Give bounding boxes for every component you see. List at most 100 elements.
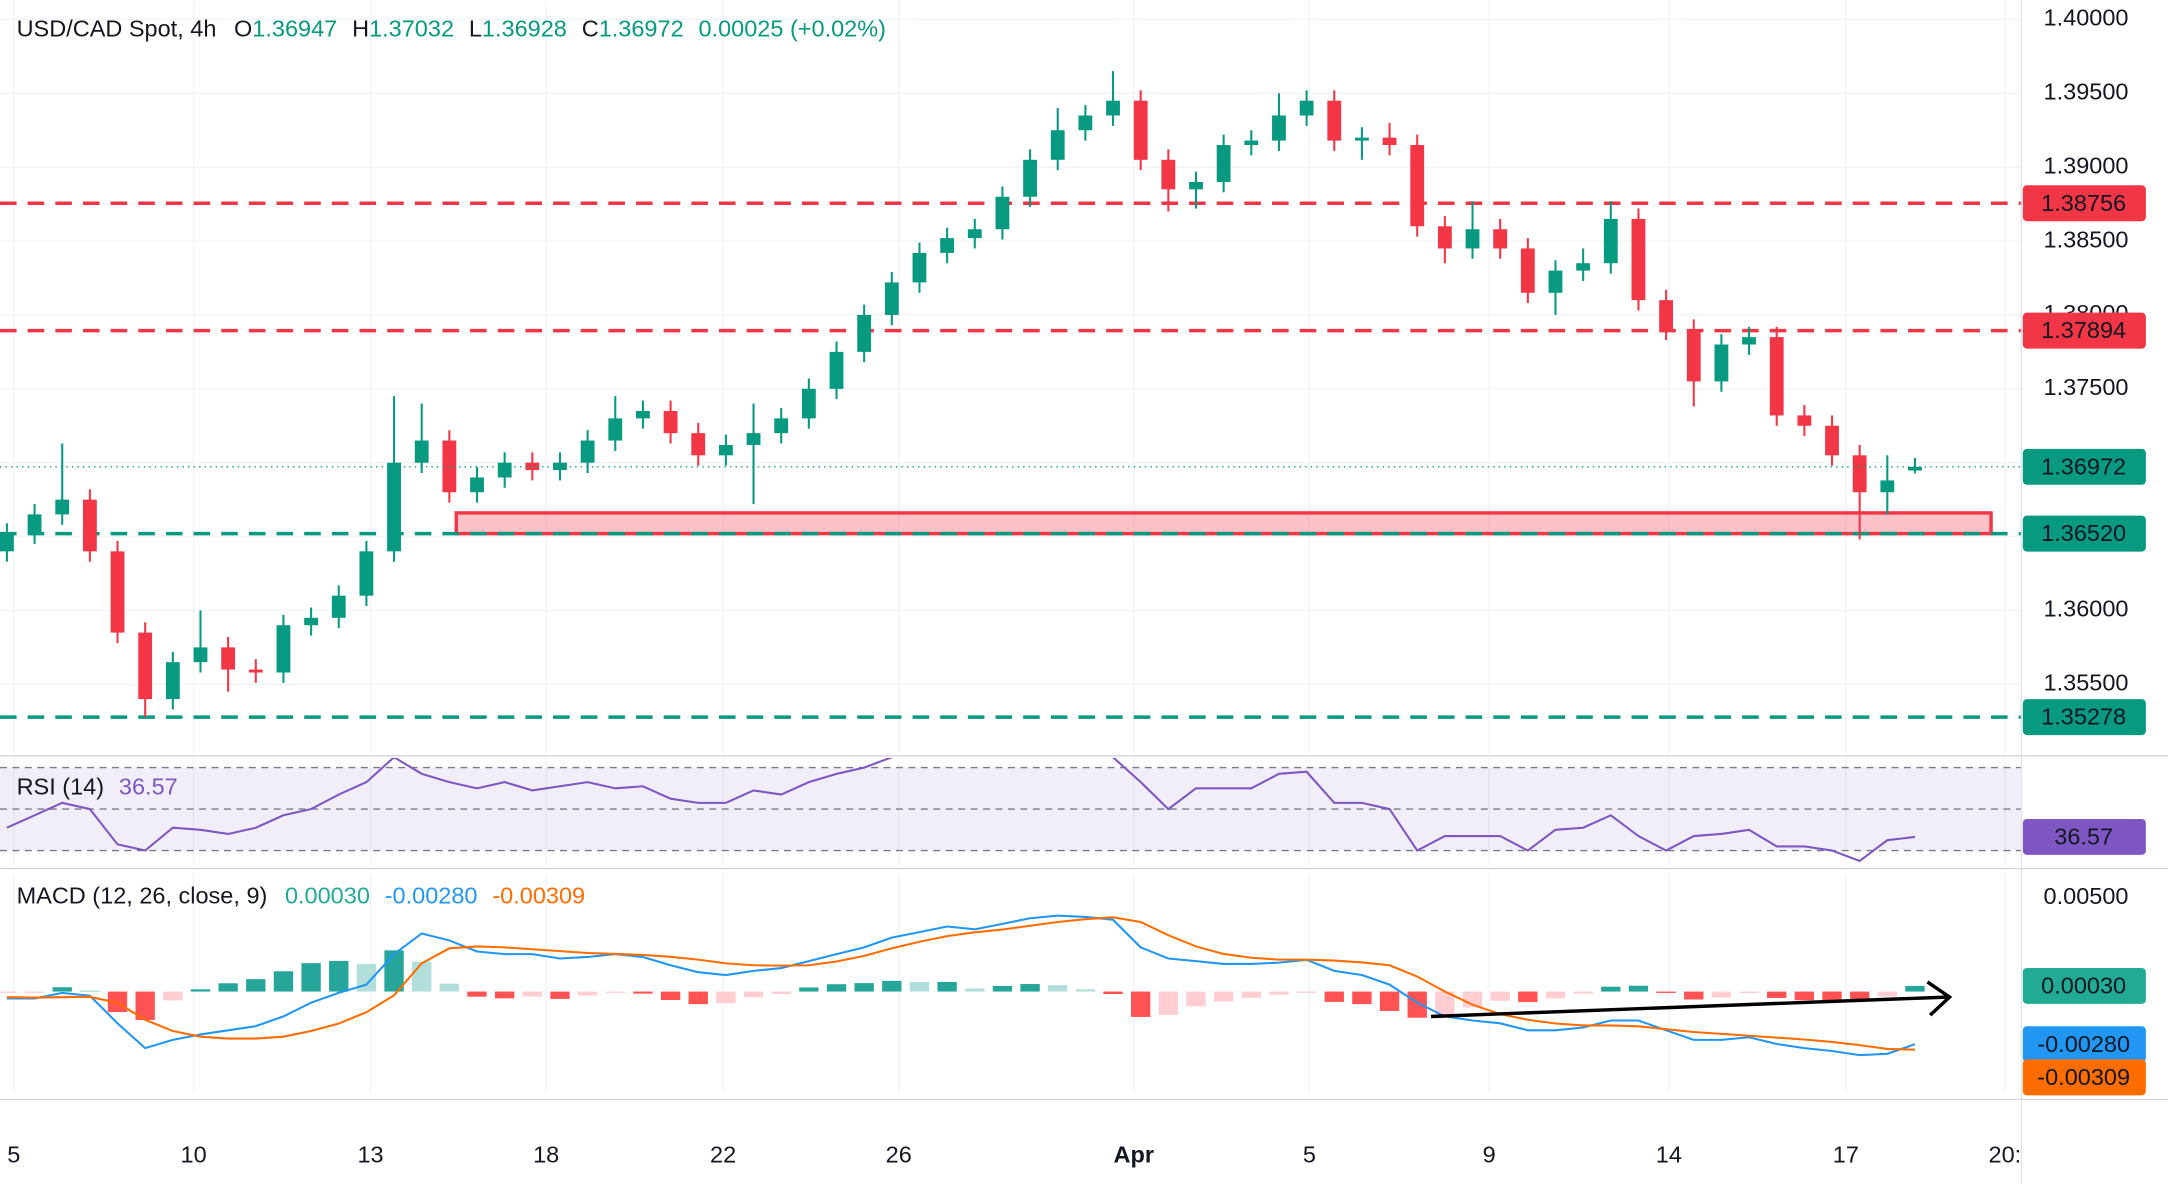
histogram-bar [1269,991,1289,995]
histogram-bar [356,963,377,992]
level-label-box [2022,185,2146,222]
histogram-bar [992,985,1013,992]
level-label-box [2022,515,2146,552]
histogram-bar [329,960,349,992]
y-tick-label: 1.36000 [2044,596,2129,622]
candle-body [940,238,955,253]
macd-line [6,914,1916,1057]
candle-body [1437,226,1452,249]
candle-body [1493,229,1508,249]
macd-label: -0.00309 [2037,1064,2130,1090]
candle-body [55,499,70,515]
candle-body [1880,480,1895,493]
candle-body [1742,337,1756,345]
histogram-bar [301,963,321,992]
candle-body [276,625,291,673]
support-zone [454,511,1993,536]
histogram-bar [467,991,487,997]
histogram-bar [1711,991,1732,998]
candle-body [1382,137,1397,146]
y-tick-label: 1.40000 [2044,5,2129,31]
histogram-bar [937,981,957,992]
ohlc-key: L [469,16,482,42]
histogram-bar [1905,985,1925,992]
x-tick-label: 5 [7,1141,20,1167]
candle-body [1908,466,1922,471]
candle-body [27,514,42,534]
macd-hist-value: 0.00030 [285,883,370,909]
histogram-bar [1324,991,1344,1002]
histogram-bar [135,991,155,1020]
candle-body [470,477,484,493]
y-tick-label: 1.35500 [2044,670,2129,696]
candle-body [912,252,927,283]
candle-body [1216,145,1231,182]
y-tick-label: 1.38500 [2044,226,2129,252]
histogram-bar [1684,991,1704,1000]
histogram-bar [1573,991,1593,994]
histogram-bar [1186,991,1206,1007]
x-tick-label: 18 [533,1141,559,1167]
level-label: 1.35278 [2041,704,2126,730]
histogram-bar [1739,991,1759,994]
candle-body [608,418,623,441]
candle-body [387,462,401,552]
change: 0.00025 (+0.02%) [698,16,885,42]
candle-body [663,410,678,434]
rsi-line [6,757,1916,863]
histogram-bar [1822,991,1842,1001]
histogram-bar [1877,991,1897,997]
macd-label-box [2022,1059,2146,1096]
candle-body [1769,337,1784,416]
candle-body [580,440,595,463]
rsi-header: RSI (14) 36.57 [17,774,178,800]
macd-line [6,916,1916,1051]
candle-body [193,647,208,663]
candle-body [0,533,14,552]
candle-body [221,647,236,670]
histogram-bar [1296,991,1317,993]
histogram-bar [854,983,874,992]
rsi-label-box [2022,818,2146,855]
histogram-bar [633,991,653,994]
candle-body [1050,130,1065,160]
y-tick-label: 1.39500 [2044,79,2129,105]
histogram-bar [909,981,930,992]
candle-body [1631,218,1646,301]
candle-body [829,351,844,389]
candle-body [1272,115,1286,141]
candle-body [1133,100,1148,160]
histogram-bar [1352,991,1372,1005]
last-price-label: 1.36972 [2041,453,2126,479]
histogram-bar [0,991,17,993]
histogram-bar [1656,991,1676,993]
ohlc-key: H [352,16,369,42]
candle-body [1520,248,1535,293]
candle-body [967,229,982,239]
candle-body [165,662,180,700]
x-tick-label: 22 [710,1141,736,1167]
candle-body [691,433,706,456]
ohlc-value: 1.36947 [252,16,337,42]
candle-body [1714,344,1729,382]
histogram-bar [1407,991,1427,1018]
histogram-bar [1767,991,1787,998]
candle-body [857,314,872,352]
histogram-bar [218,983,238,992]
histogram-bar [1048,985,1068,992]
candle-body [884,282,899,315]
histogram-bar [1794,991,1815,1001]
histogram-bar [1020,984,1040,992]
macd-label-box [2022,1026,2146,1063]
candle-body [1797,415,1812,426]
ohlc-value: 1.37032 [369,16,454,42]
histogram-bar [1158,991,1179,1015]
histogram-bar [1545,991,1566,999]
histogram-bar [1849,991,1870,1002]
candle-body [1189,181,1203,190]
candle-body [248,669,263,673]
histogram-bar [799,987,819,992]
candle-body [1465,229,1480,249]
x-tick-label: 26 [886,1141,912,1167]
